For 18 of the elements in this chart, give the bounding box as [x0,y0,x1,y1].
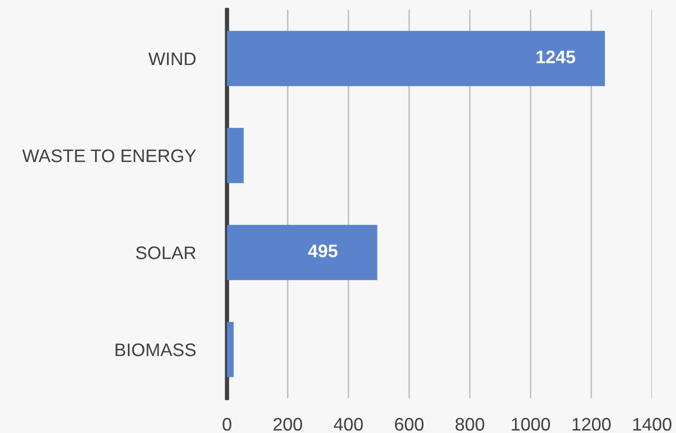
y-tick-label: SOLAR [136,246,196,260]
data-label: 495 [308,244,338,258]
y-tick-label: WIND [148,52,196,66]
x-tick-label: 1200 [572,418,611,431]
x-tick-label: 1400 [633,418,672,431]
x-tick-label: 400 [334,418,363,431]
x-tick-label: 800 [456,418,484,431]
y-tick-label: BIOMASS [116,343,196,356]
data-label: 1245 [536,50,576,64]
x-tick-label: 200 [274,418,302,431]
bar [227,128,244,184]
bar [227,30,605,86]
y-tick-label: WASTE TO ENERGY [22,149,196,162]
bar [227,322,234,378]
x-tick-label: 0 [222,418,232,431]
x-tick-label: 1000 [512,418,550,431]
x-tick-label: 600 [395,418,424,431]
bar [227,224,378,280]
